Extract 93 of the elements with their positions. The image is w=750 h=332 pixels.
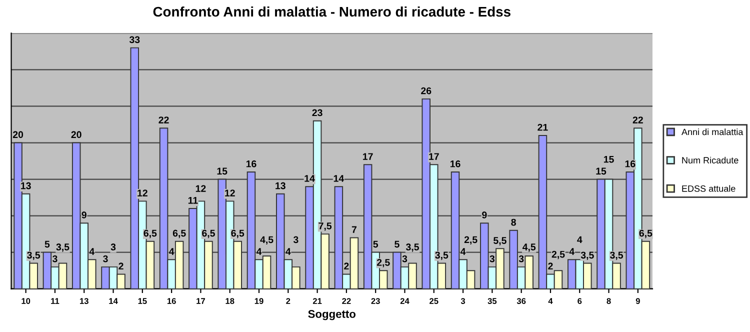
data-label: 33 (129, 36, 140, 44)
x-tick-label: 22 (342, 298, 351, 304)
data-label: 4,5 (522, 244, 536, 252)
x-tick-label: 21 (312, 298, 322, 304)
data-label: 3,5 (435, 252, 448, 260)
data-label: 3 (52, 255, 58, 262)
data-label: 3,5 (56, 244, 70, 252)
x-tick-label: 25 (430, 298, 438, 304)
data-label: 2,5 (464, 236, 478, 245)
data-label: 4 (460, 248, 466, 255)
x-tick-label: 10 (22, 298, 30, 304)
data-label: 4 (569, 248, 575, 255)
x-tick-label: 15 (138, 298, 147, 304)
x-tick-label: 16 (167, 298, 176, 304)
data-label: 20 (71, 131, 82, 138)
x-tick-label: 24 (400, 298, 410, 304)
data-label: 21 (538, 124, 548, 131)
legend-label: EDSS attuale (682, 185, 736, 192)
data-label: 3,5 (610, 252, 624, 260)
x-tick-label: 13 (80, 298, 88, 304)
data-label: 20 (12, 131, 24, 138)
data-label: 22 (158, 116, 169, 124)
legend-label: Anni di malattia (682, 128, 744, 136)
data-label: 16 (450, 160, 460, 168)
data-label: 6,5 (172, 230, 186, 238)
legend-label: Num Ricadute (682, 156, 738, 164)
x-tick-label: 6 (578, 298, 582, 304)
data-label: 3,5 (580, 252, 594, 260)
x-tick-label: 3 (460, 298, 466, 304)
data-label: 12 (138, 190, 148, 196)
data-label: 15 (596, 168, 606, 175)
data-label: 4,5 (260, 236, 274, 245)
data-label: 9 (482, 212, 487, 218)
data-label: 22 (632, 116, 643, 124)
data-label: 4 (286, 248, 291, 255)
data-label: 2 (118, 262, 124, 270)
data-label: 17 (429, 153, 439, 160)
data-label: 3 (402, 255, 408, 262)
x-tick-label: 4 (548, 298, 553, 304)
data-label: 7 (352, 226, 356, 233)
data-label: 5,5 (494, 237, 506, 246)
data-label: 4 (169, 248, 174, 255)
data-label: 3 (518, 255, 524, 262)
data-label: 3,5 (27, 252, 40, 260)
x-tick-label: 35 (488, 298, 497, 304)
data-label: 3 (293, 236, 298, 244)
data-label: 8 (511, 218, 516, 226)
data-label: 23 (312, 109, 322, 116)
x-tick-label: 19 (254, 298, 264, 304)
data-label: 7,5 (318, 222, 332, 231)
data-label: 6,5 (202, 230, 215, 238)
data-label: 4 (577, 236, 582, 244)
x-axis-title: Soggetto (308, 310, 356, 320)
data-label: 2 (344, 262, 349, 270)
x-tick-label: 2 (286, 298, 290, 304)
data-label: 5 (44, 240, 50, 248)
data-label: 26 (421, 87, 432, 94)
data-label: 6,5 (639, 230, 652, 238)
data-label: 6,5 (231, 230, 244, 238)
data-label: 11 (188, 197, 198, 204)
data-label: 14 (334, 175, 344, 182)
x-tick-label: 18 (226, 298, 234, 304)
data-label: 15 (604, 156, 614, 163)
x-tick-label: 8 (606, 298, 611, 304)
x-tick-label: 23 (371, 298, 380, 304)
data-label: 13 (276, 182, 286, 190)
chart-title: Confronto Anni di malattia - Numero di ricadute - Edss (153, 6, 510, 17)
data-label: 16 (246, 160, 256, 168)
x-tick-label: 14 (109, 298, 118, 304)
data-label: 5 (373, 240, 378, 248)
data-label: 15 (217, 168, 228, 175)
x-tick-label: 17 (196, 298, 205, 304)
data-label: 2,5 (376, 258, 390, 268)
data-label: 13 (21, 182, 31, 190)
data-label: 14 (304, 175, 315, 182)
x-tick-label: 36 (516, 298, 526, 304)
data-label: 16 (625, 160, 636, 168)
data-label: 12 (196, 185, 206, 192)
data-label: 9 (82, 212, 86, 218)
data-label: 5 (394, 240, 400, 248)
x-tick-label: 11 (51, 298, 60, 304)
data-label: 6,5 (144, 230, 157, 238)
data-label: 3 (103, 255, 108, 262)
data-label: 3 (110, 244, 116, 250)
x-tick-label: 9 (636, 298, 640, 304)
data-label: 4 (89, 248, 95, 255)
data-label: 2 (548, 262, 553, 270)
data-label: 3 (490, 255, 495, 262)
data-label: 17 (363, 153, 373, 160)
data-label: 4 (256, 248, 262, 255)
data-label: 12 (225, 190, 235, 196)
data-label: 2,5 (552, 250, 565, 260)
data-label: 3,5 (406, 244, 420, 252)
